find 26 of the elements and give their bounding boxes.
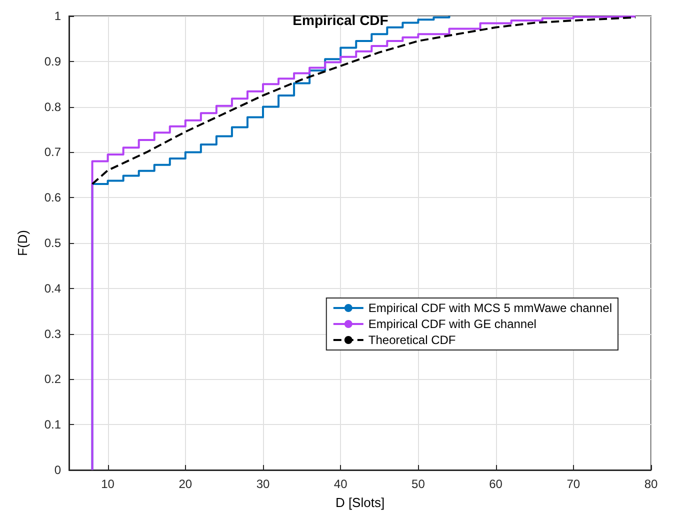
- x-tick-label: 20: [178, 477, 192, 491]
- y-tick-label: 0.1: [44, 418, 62, 432]
- y-tick-label: 0.7: [44, 145, 62, 160]
- y-axis-title: F(D): [15, 230, 30, 256]
- x-tick-label: 50: [412, 477, 426, 491]
- y-tick-label: 0.8: [44, 100, 62, 114]
- y-tick-label: 1: [54, 9, 62, 23]
- legend-label: Empirical CDF with MCS 5 mmWawe channel: [368, 301, 612, 315]
- x-tick-label: 40: [334, 477, 348, 491]
- y-tick-label: 0.9: [44, 54, 62, 68]
- x-tick-label: 10: [101, 477, 115, 491]
- line-series: [91, 16, 636, 185]
- x-tick-label: 60: [489, 477, 503, 491]
- y-tick-label: 0.2: [44, 372, 62, 386]
- y-tick-label: 0.3: [44, 326, 62, 341]
- y-tick-label: 0: [54, 463, 62, 477]
- legend-label: Theoretical CDF: [368, 333, 456, 347]
- x-tick-label: 30: [256, 477, 270, 491]
- chart-title: Empirical CDF: [292, 12, 389, 28]
- y-tick-label: 0.4: [44, 281, 62, 296]
- x-tick-label: 80: [644, 477, 658, 491]
- legend-label: Empirical CDF with GE channel: [368, 317, 536, 331]
- y-tick-label: 0.5: [44, 236, 62, 250]
- y-tick-label: 0.6: [44, 190, 62, 205]
- x-tick-label: 70: [566, 477, 580, 491]
- x-axis-title: D [Slots]: [335, 495, 385, 510]
